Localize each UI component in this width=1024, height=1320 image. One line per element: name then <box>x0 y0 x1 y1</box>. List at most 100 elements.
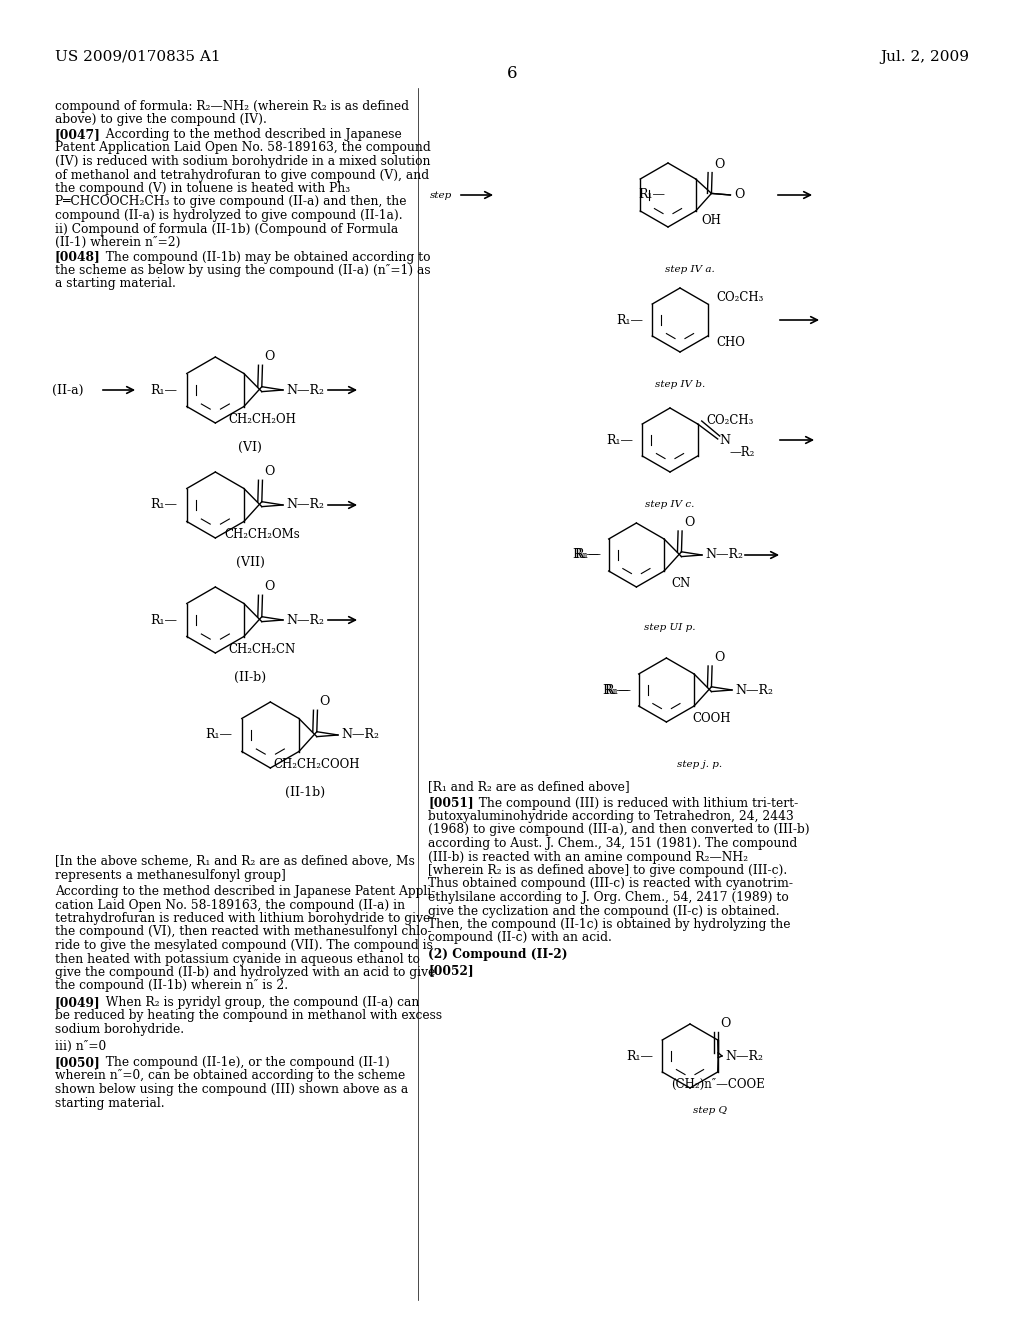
Text: O: O <box>714 651 724 664</box>
Text: step IV b.: step IV b. <box>655 380 706 389</box>
Text: According to the method described in Japanese: According to the method described in Jap… <box>98 128 401 141</box>
Text: CH₂CH₂OH: CH₂CH₂OH <box>228 413 296 426</box>
Text: according to Aust. J. Chem., 34, 151 (1981). The compound: according to Aust. J. Chem., 34, 151 (19… <box>428 837 798 850</box>
Text: wherein n″=0, can be obtained according to the scheme: wherein n″=0, can be obtained according … <box>55 1069 406 1082</box>
Text: compound (II-a) is hydrolyzed to give compound (II-1a).: compound (II-a) is hydrolyzed to give co… <box>55 209 402 222</box>
Text: CH₂CH₂CN: CH₂CH₂CN <box>228 643 296 656</box>
Text: According to the method described in Japanese Patent Appli-: According to the method described in Jap… <box>55 884 435 898</box>
Text: represents a methanesulfonyl group]: represents a methanesulfonyl group] <box>55 869 286 882</box>
Text: the compound (VI), then reacted with methanesulfonyl chlo-: the compound (VI), then reacted with met… <box>55 925 432 939</box>
Text: US 2009/0170835 A1: US 2009/0170835 A1 <box>55 50 220 63</box>
Text: [0048]: [0048] <box>55 251 100 264</box>
Text: O: O <box>734 189 744 202</box>
Text: step UI p.: step UI p. <box>644 623 695 632</box>
Text: R₁—: R₁— <box>151 499 177 511</box>
Text: ii) Compound of formula (II-1b) (Compound of Formula: ii) Compound of formula (II-1b) (Compoun… <box>55 223 398 235</box>
Text: N: N <box>720 433 731 446</box>
Text: compound of formula: R₂—NH₂ (wherein R₂ is as defined: compound of formula: R₂—NH₂ (wherein R₂ … <box>55 100 409 114</box>
Text: CH₂CH₂COOH: CH₂CH₂COOH <box>273 758 360 771</box>
Text: compound (II-c) with an acid.: compound (II-c) with an acid. <box>428 932 612 945</box>
Text: CO₂CH₃: CO₂CH₃ <box>706 414 754 428</box>
Text: of methanol and tetrahydrofuran to give compound (V), and: of methanol and tetrahydrofuran to give … <box>55 169 429 181</box>
Text: shown below using the compound (III) shown above as a: shown below using the compound (III) sho… <box>55 1082 409 1096</box>
Text: then heated with potassium cyanide in aqueous ethanol to: then heated with potassium cyanide in aq… <box>55 953 420 965</box>
Text: R₁—: R₁— <box>151 384 177 396</box>
Text: CHO: CHO <box>716 335 744 348</box>
Text: Then, the compound (II-1c) is obtained by hydrolyzing the: Then, the compound (II-1c) is obtained b… <box>428 917 791 931</box>
Text: tetrahydrofuran is reduced with lithium borohydride to give: tetrahydrofuran is reduced with lithium … <box>55 912 430 925</box>
Text: a starting material.: a starting material. <box>55 277 176 290</box>
Text: (IV) is reduced with sodium borohydride in a mixed solution: (IV) is reduced with sodium borohydride … <box>55 154 430 168</box>
Text: O: O <box>264 581 274 593</box>
Text: CH₂CH₂OMs: CH₂CH₂OMs <box>224 528 300 541</box>
Text: give the cyclization and the compound (II-c) is obtained.: give the cyclization and the compound (I… <box>428 904 779 917</box>
Text: step j. p.: step j. p. <box>678 760 723 770</box>
Text: give the compound (II-b) and hydrolyzed with an acid to give: give the compound (II-b) and hydrolyzed … <box>55 966 435 979</box>
Text: the scheme as below by using the compound (II-a) (n″=1) as: the scheme as below by using the compoun… <box>55 264 431 277</box>
Text: Thus obtained compound (III-c) is reacted with cyanotrim-: Thus obtained compound (III-c) is reacte… <box>428 878 793 891</box>
Text: N—R₂: N—R₂ <box>341 729 379 742</box>
Text: R₁—: R₁— <box>574 549 601 561</box>
Text: starting material.: starting material. <box>55 1097 165 1110</box>
Text: N—R₂: N—R₂ <box>705 549 743 561</box>
Text: R₁—: R₁— <box>606 433 633 446</box>
Text: N—R₂: N—R₂ <box>725 1049 763 1063</box>
Text: step Q: step Q <box>693 1106 727 1114</box>
Text: ethylsilane according to J. Org. Chem., 54, 2417 (1989) to: ethylsilane according to J. Org. Chem., … <box>428 891 788 904</box>
Text: Jul. 2, 2009: Jul. 2, 2009 <box>880 50 969 63</box>
Text: R₁—: R₁— <box>151 614 177 627</box>
Text: [R₁ and R₂ are as defined above]: [R₁ and R₂ are as defined above] <box>428 780 630 793</box>
Text: (II-a): (II-a) <box>52 384 84 396</box>
Text: step IV c.: step IV c. <box>645 500 694 510</box>
Text: above) to give the compound (IV).: above) to give the compound (IV). <box>55 114 267 127</box>
Text: (VII): (VII) <box>236 556 264 569</box>
Text: CN: CN <box>672 577 691 590</box>
Text: (II-1) wherein n″=2): (II-1) wherein n″=2) <box>55 236 180 249</box>
Text: O: O <box>684 516 694 529</box>
Text: Patent Application Laid Open No. 58-189163, the compound: Patent Application Laid Open No. 58-1891… <box>55 141 431 154</box>
Text: The compound (II-1b) may be obtained according to: The compound (II-1b) may be obtained acc… <box>98 251 430 264</box>
Text: O: O <box>720 1016 731 1030</box>
Text: R₁—: R₁— <box>626 1049 653 1063</box>
Text: butoxyaluminohydride according to Tetrahedron, 24, 2443: butoxyaluminohydride according to Tetrah… <box>428 810 794 822</box>
Text: (II-b): (II-b) <box>233 671 266 684</box>
Text: cation Laid Open No. 58-189163, the compound (II-a) in: cation Laid Open No. 58-189163, the comp… <box>55 899 406 912</box>
Text: The compound (II-1e), or the compound (II-1): The compound (II-1e), or the compound (I… <box>98 1056 390 1069</box>
Text: (CH₂)n″—COOE: (CH₂)n″—COOE <box>672 1078 765 1092</box>
Text: [0051]: [0051] <box>428 796 474 809</box>
Text: O: O <box>264 350 274 363</box>
Text: O: O <box>264 465 274 478</box>
Text: R₁—: R₁— <box>616 314 643 326</box>
Text: N—R₂: N—R₂ <box>286 499 324 511</box>
Text: O: O <box>714 157 724 170</box>
Text: N—R₂: N—R₂ <box>286 384 324 396</box>
Text: [0050]: [0050] <box>55 1056 100 1069</box>
Text: COOH: COOH <box>692 713 731 726</box>
Text: CO₂CH₃: CO₂CH₃ <box>716 292 763 304</box>
Text: (VI): (VI) <box>238 441 262 454</box>
Text: R₁—: R₁— <box>602 684 630 697</box>
Text: the compound (V) in toluene is heated with Ph₃: the compound (V) in toluene is heated wi… <box>55 182 350 195</box>
Text: [In the above scheme, R₁ and R₂ are as defined above, Ms: [In the above scheme, R₁ and R₂ are as d… <box>55 855 415 869</box>
Text: the compound (II-1b) wherein n″ is 2.: the compound (II-1b) wherein n″ is 2. <box>55 979 288 993</box>
Text: —R₂: —R₂ <box>730 446 755 459</box>
Text: O: O <box>319 696 330 709</box>
Text: OH: OH <box>701 214 721 227</box>
Text: [wherein R₂ is as defined above] to give compound (III-c).: [wherein R₂ is as defined above] to give… <box>428 865 787 876</box>
Text: The compound (III) is reduced with lithium tri-tert-: The compound (III) is reduced with lithi… <box>471 796 799 809</box>
Text: be reduced by heating the compound in methanol with excess: be reduced by heating the compound in me… <box>55 1010 442 1023</box>
Text: [0049]: [0049] <box>55 997 100 1008</box>
Text: When R₂ is pyridyl group, the compound (II-a) can: When R₂ is pyridyl group, the compound (… <box>98 997 420 1008</box>
Text: step: step <box>430 190 453 199</box>
Text: R₁—: R₁— <box>572 549 599 561</box>
Text: R₁—: R₁— <box>604 684 631 697</box>
Text: iii) n″=0: iii) n″=0 <box>55 1040 106 1052</box>
Text: (2) Compound (II-2): (2) Compound (II-2) <box>428 948 567 961</box>
Text: [0052]: [0052] <box>428 965 474 978</box>
Text: 6: 6 <box>507 65 517 82</box>
Text: ride to give the mesylated compound (VII). The compound is: ride to give the mesylated compound (VII… <box>55 939 433 952</box>
Text: R₁—: R₁— <box>206 729 232 742</box>
Text: [0047]: [0047] <box>55 128 101 141</box>
Text: R₁—: R₁— <box>638 189 665 202</box>
Text: N—R₂: N—R₂ <box>735 684 773 697</box>
